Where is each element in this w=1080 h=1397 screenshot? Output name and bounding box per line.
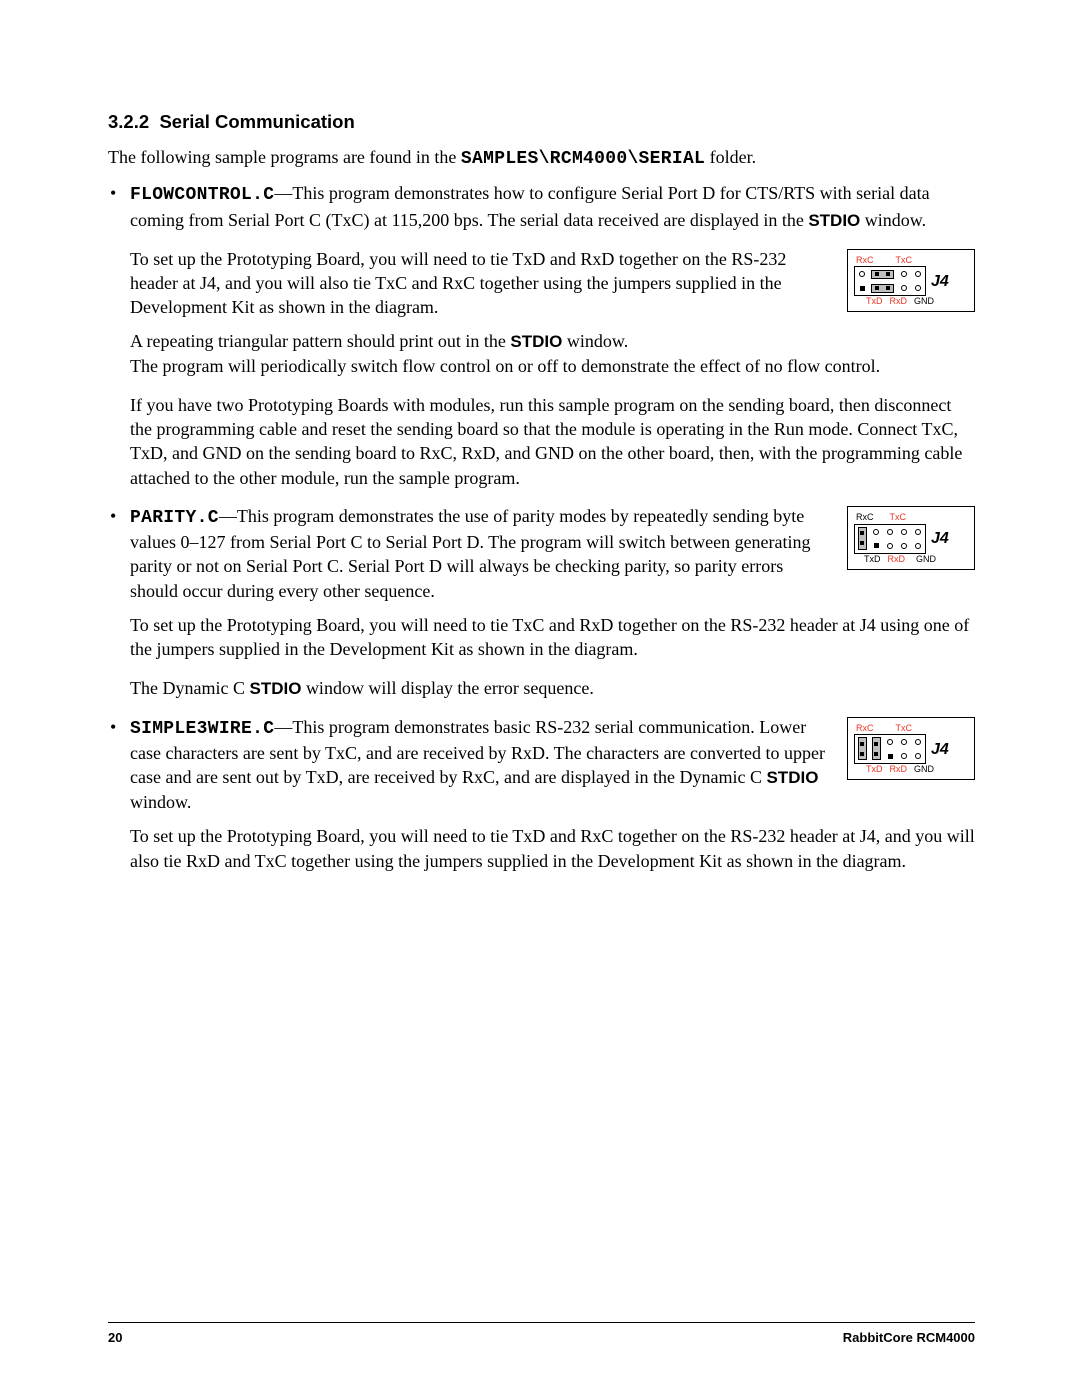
- page-footer: 20 RabbitCore RCM4000: [108, 1322, 975, 1347]
- list-item-flowcontrol: FLOWCONTROL.C—This program demonstrates …: [108, 181, 975, 490]
- section-heading: 3.2.2 Serial Communication: [108, 110, 975, 135]
- flowcontrol-p5: If you have two Prototyping Boards with …: [130, 393, 975, 490]
- page-number: 20: [108, 1329, 122, 1347]
- parity-p3: The Dynamic C STDIO window will display …: [130, 676, 975, 701]
- intro-paragraph: The following sample programs are found …: [108, 145, 975, 171]
- simple3wire-desc: SIMPLE3WIRE.C—This program demonstrates …: [130, 715, 829, 815]
- flowcontrol-p3: A repeating triangular pattern should pr…: [130, 329, 975, 354]
- flowcontrol-desc: FLOWCONTROL.C—This program demonstrates …: [130, 181, 975, 232]
- j4-diagram-simple3wire: RxC TxC: [847, 717, 975, 781]
- list-item-parity: PARITY.C—This program demonstrates the u…: [108, 504, 975, 701]
- j4-diagram-flowcontrol: RxC TxC: [847, 249, 975, 313]
- flowcontrol-p4: The program will periodically switch flo…: [130, 354, 975, 378]
- simple3wire-setup: To set up the Prototyping Board, you wil…: [130, 824, 975, 873]
- parity-desc: PARITY.C—This program demonstrates the u…: [130, 504, 829, 603]
- list-item-simple3wire: SIMPLE3WIRE.C—This program demonstrates …: [108, 715, 975, 873]
- parity-setup: To set up the Prototyping Board, you wil…: [130, 613, 975, 662]
- flowcontrol-setup: To set up the Prototyping Board, you wil…: [130, 247, 829, 320]
- doc-title: RabbitCore RCM4000: [843, 1329, 975, 1347]
- j4-diagram-parity: RxCTxC: [847, 506, 975, 570]
